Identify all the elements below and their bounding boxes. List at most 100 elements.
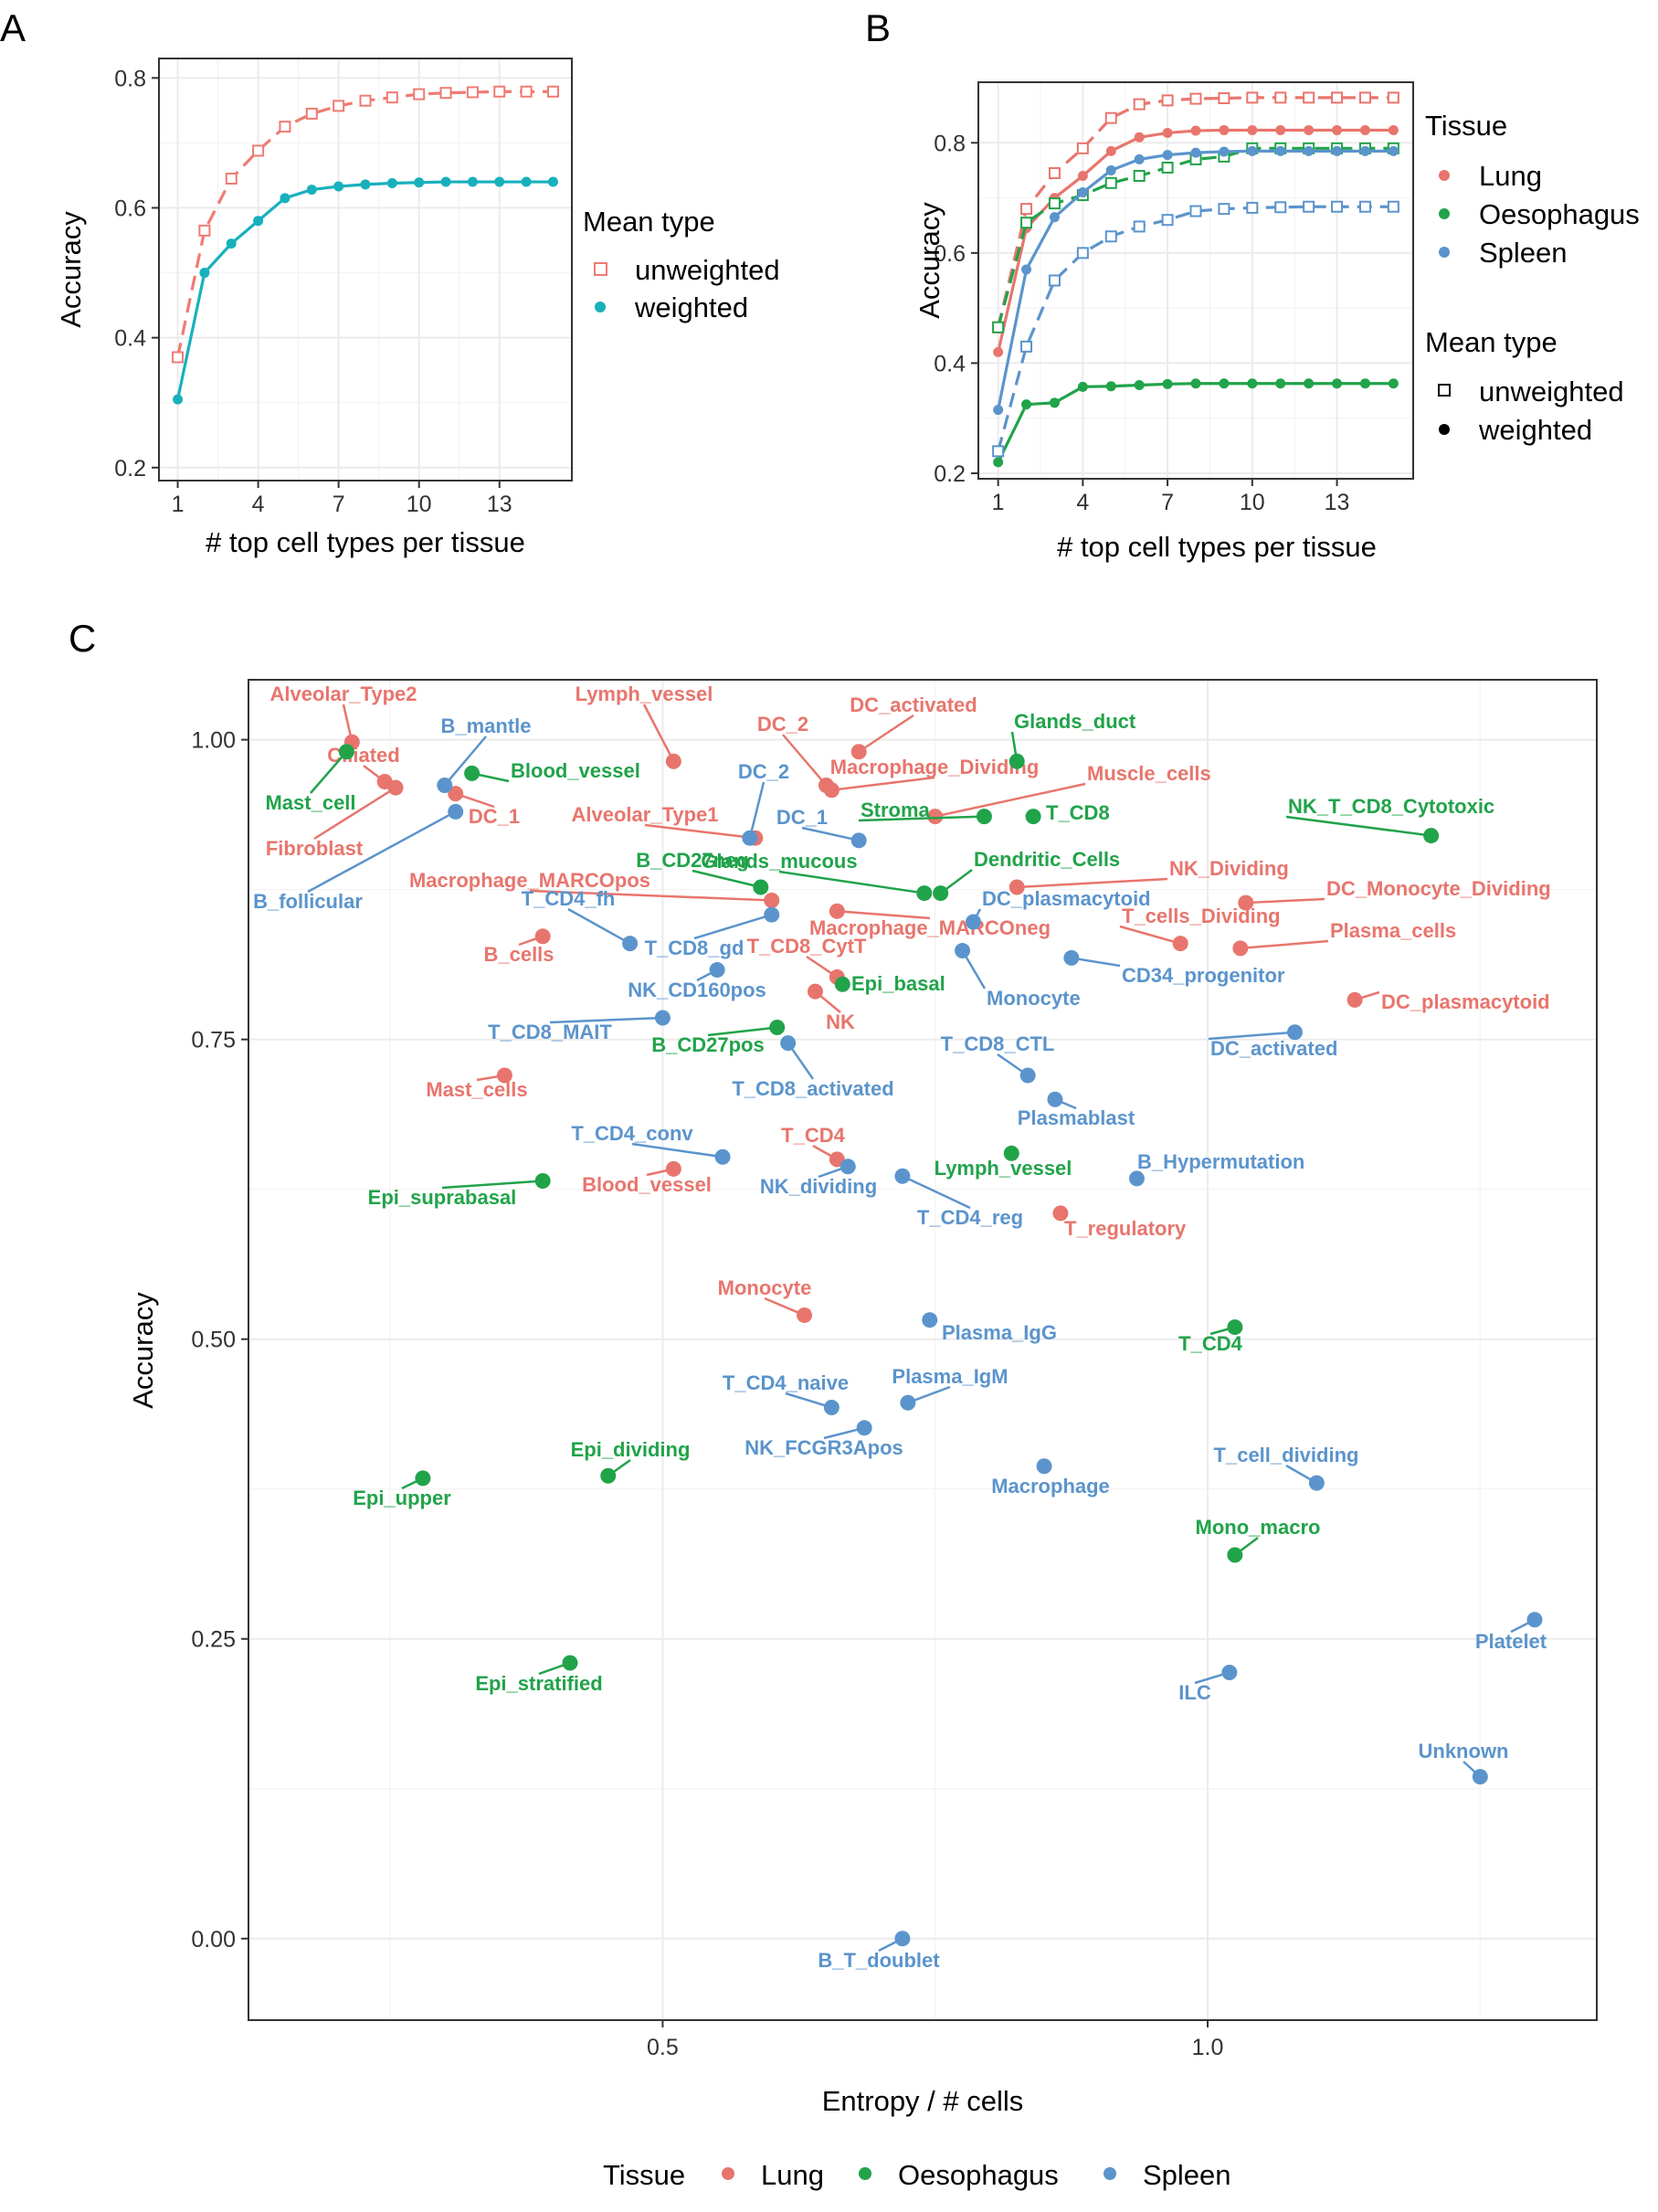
x-tick-label: 1	[992, 490, 1005, 515]
series-point	[1274, 201, 1287, 214]
panel-c-grid	[248, 680, 1597, 2020]
panel-a-y-title: Accuracy	[55, 211, 87, 328]
scatter-point-group: Lymph_vessel	[576, 683, 713, 769]
series-point	[1190, 125, 1201, 136]
scatter-point	[600, 1467, 617, 1484]
point-label: B_T_doublet	[818, 1949, 940, 1972]
label-leader-line	[1285, 815, 1431, 837]
panel-b-x-title: # top cell types per tissue	[1057, 531, 1377, 563]
series-point	[252, 144, 265, 157]
label-leader-line	[443, 736, 487, 787]
point-label: Plasma_IgG	[942, 1321, 1057, 1344]
scatter-point	[1346, 991, 1363, 1008]
point-label: NK_Dividing	[1169, 857, 1289, 880]
scatter-point	[834, 976, 850, 992]
panel-b-ticks: 1 4 7 10 13 0.2 0.4 0.6 0.8	[934, 131, 1349, 515]
point-label: DC_2	[738, 760, 789, 783]
point-label: DC_plasmacytoid	[982, 887, 1151, 910]
series-point	[494, 176, 505, 187]
label-leader-line	[748, 781, 766, 839]
scatter-point	[894, 1168, 911, 1184]
point-label: Monocyte	[987, 987, 1081, 1010]
legend-label-c-lung: Lung	[761, 2159, 824, 2191]
point-label: NK_dividing	[760, 1175, 877, 1198]
label-leader-line	[935, 782, 1086, 818]
series-point	[306, 185, 317, 196]
y-tick-label: 0.8	[114, 66, 146, 91]
point-label: Epi_basal	[851, 972, 945, 995]
label-leader-line	[631, 1142, 723, 1159]
series-point	[280, 193, 290, 204]
label-leader-line	[831, 776, 935, 791]
series-point	[992, 445, 1005, 458]
series-point	[1020, 340, 1033, 353]
scatter-point-group: T_CD8_gd	[645, 906, 780, 959]
series-point	[1304, 124, 1315, 135]
scatter-point-group: DC_activated	[1208, 1024, 1337, 1060]
series-point	[225, 172, 238, 185]
series-point	[1247, 124, 1258, 135]
scatter-point	[955, 943, 971, 959]
panel-letter-c: C	[69, 617, 96, 660]
series-point	[414, 177, 425, 188]
panel-a-ticks: 1 4 7 10 13 0.2 0.4 0.6 0.8	[114, 66, 512, 517]
series-point	[1020, 217, 1033, 229]
scatter-point	[976, 809, 992, 825]
scatter-point	[856, 1420, 872, 1436]
point-label: Platelet	[1475, 1630, 1547, 1653]
scatter-point-group: DC_2	[738, 760, 789, 846]
series-point	[1358, 200, 1371, 213]
scatter-point	[496, 1067, 512, 1084]
series-point	[1133, 98, 1146, 111]
panel-b-tissue-legend-title: Tissue	[1425, 110, 1507, 142]
y-tick-label: 0.50	[191, 1328, 236, 1353]
point-label: T_CD8_CTL	[941, 1032, 1055, 1055]
x-tick-label: 13	[487, 492, 512, 517]
scatter-point	[714, 1148, 731, 1165]
scatter-point-group: Plasma_cells	[1232, 919, 1456, 957]
legend-key-oesophagus	[1439, 208, 1450, 219]
scatter-point-group: B_mantle	[437, 714, 532, 793]
x-tick-label: 7	[333, 492, 345, 517]
series-point	[1076, 142, 1089, 154]
series-point	[1162, 127, 1173, 138]
y-tick-label: 0.4	[114, 326, 146, 352]
scatter-point-group: Monocyte	[955, 943, 1081, 1010]
series-point	[360, 179, 371, 190]
y-tick-label: 0.4	[934, 351, 966, 376]
series-point	[546, 85, 559, 98]
series-point	[1189, 205, 1202, 217]
series-point	[1218, 203, 1230, 216]
series-point	[1020, 203, 1033, 216]
scatter-point-group: T_regulatory	[1052, 1205, 1187, 1240]
scatter-point	[665, 753, 681, 769]
series-point	[1246, 91, 1259, 104]
series-point	[992, 321, 1005, 333]
series-point	[386, 177, 397, 188]
x-tick-label: 1	[172, 492, 185, 517]
series-point	[279, 121, 291, 133]
scatter-point-group: Platelet	[1475, 1612, 1547, 1653]
series-point	[359, 94, 372, 107]
series-point	[226, 238, 237, 249]
point-label: T_CD8_activated	[732, 1077, 893, 1100]
point-label: NK_FCGR3Apos	[745, 1436, 903, 1459]
point-label: Fibroblast	[266, 837, 364, 860]
scatter-point-group: DC_activated	[850, 693, 977, 760]
point-label: Unknown	[1419, 1740, 1509, 1762]
series-point	[413, 88, 426, 101]
series-point	[385, 91, 398, 104]
panel-letter-a: A	[0, 6, 26, 49]
series-point	[1218, 91, 1230, 104]
scatter-point	[927, 809, 944, 825]
point-label: B_mantle	[440, 714, 531, 737]
scatter-point	[965, 914, 981, 930]
point-label: T_cells_Dividing	[1122, 905, 1281, 927]
scatter-point-group: NK_CD160pos	[628, 962, 766, 1001]
scatter-point	[1009, 753, 1025, 769]
label-leader-line	[307, 810, 457, 894]
label-leader-line	[1245, 897, 1325, 905]
point-label: T_regulatory	[1064, 1217, 1187, 1240]
scatter-point	[900, 1394, 916, 1411]
point-label: DC_1	[776, 806, 828, 829]
